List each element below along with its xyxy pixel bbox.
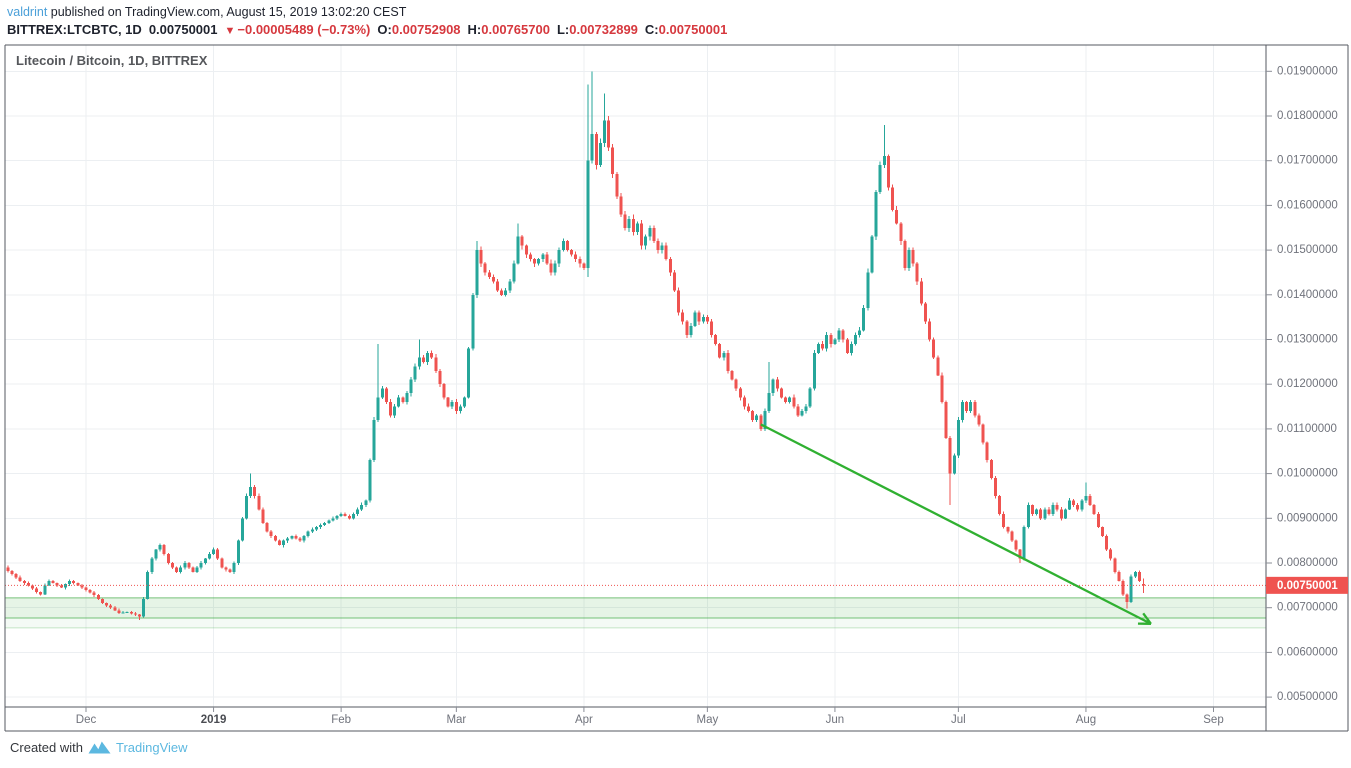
time-axis[interactable]: Dec 2019 Feb Mar Apr May Jun Jul Aug Sep [76, 707, 1224, 726]
high-label: H: [467, 22, 482, 37]
published-text: published on TradingView.com, August 15,… [47, 5, 407, 19]
x-axis-label: Aug [1076, 714, 1096, 726]
last-price: 0.00750001 [148, 22, 218, 37]
support-zone [5, 597, 1266, 629]
x-axis-label: Feb [331, 714, 351, 726]
y-axis-label: 0.00600000 [1277, 646, 1338, 658]
low-value: 0.00732899 [569, 22, 638, 37]
last-price-badge-label: 0.00750001 [1277, 580, 1338, 592]
down-triangle-icon: ▼ [224, 25, 236, 37]
trend-arrow-annotation [760, 423, 1152, 625]
y-axis-label: 0.01700000 [1277, 155, 1338, 167]
symbol-interval: BITTREX:LTCBTC, 1D [7, 22, 142, 37]
x-axis-label: 2019 [201, 714, 227, 726]
symbol-ohlc-line: BITTREX:LTCBTC, 1D 0.00750001 ▼ −0.00005489… [7, 22, 727, 39]
created-with-text: Created with [10, 740, 83, 755]
x-axis-label: Jun [826, 714, 845, 726]
y-axis-label: 0.01800000 [1277, 110, 1338, 122]
published-line: valdrint published on TradingView.com, A… [7, 5, 727, 20]
last-price-badge: 0.00750001 [1266, 576, 1348, 594]
price-change: −0.00005489 (−0.73%) [237, 22, 371, 37]
y-axis-label: 0.00700000 [1277, 602, 1338, 614]
close-value: 0.00750001 [658, 22, 728, 37]
x-axis-label: Dec [76, 714, 97, 726]
y-axis-label: 0.01400000 [1277, 289, 1338, 301]
close-label: C: [644, 22, 659, 37]
header-meta: valdrint published on TradingView.com, A… [7, 5, 727, 39]
y-axis-label: 0.00900000 [1277, 512, 1338, 524]
author-link[interactable]: valdrint [7, 5, 48, 19]
y-axis-label: 0.00800000 [1277, 557, 1338, 569]
y-axis-label: 0.01100000 [1277, 423, 1337, 435]
high-value: 0.00765700 [481, 22, 550, 37]
open-value: 0.00752908 [391, 22, 461, 37]
grid-lines [5, 45, 1266, 707]
x-axis-label: Apr [575, 714, 593, 726]
price-axis[interactable]: 0.01900000 0.01800000 0.01700000 0.01600000… [1266, 65, 1338, 703]
x-axis-label: Mar [446, 714, 466, 726]
x-axis-label: May [696, 714, 718, 726]
y-axis-label: 0.01500000 [1277, 244, 1338, 256]
chart-frame [4, 44, 1349, 732]
y-axis-label: 0.01600000 [1277, 199, 1338, 211]
y-axis-label: 0.00500000 [1277, 691, 1338, 703]
tradingview-brand-link[interactable]: TradingView [115, 740, 188, 755]
y-axis-label: 0.01900000 [1277, 65, 1338, 77]
tradingview-logo-icon [88, 741, 111, 754]
y-axis-label: 0.01300000 [1277, 334, 1338, 346]
x-axis-label: Jul [951, 714, 966, 726]
footer-attribution: Created with TradingView [10, 740, 188, 755]
open-label: O: [377, 22, 392, 37]
x-axis-label: Sep [1203, 714, 1223, 726]
y-axis-label: 0.01000000 [1277, 468, 1338, 480]
low-label: L: [556, 22, 570, 37]
candles [5, 71, 1146, 621]
y-axis-label: 0.01200000 [1277, 378, 1338, 390]
